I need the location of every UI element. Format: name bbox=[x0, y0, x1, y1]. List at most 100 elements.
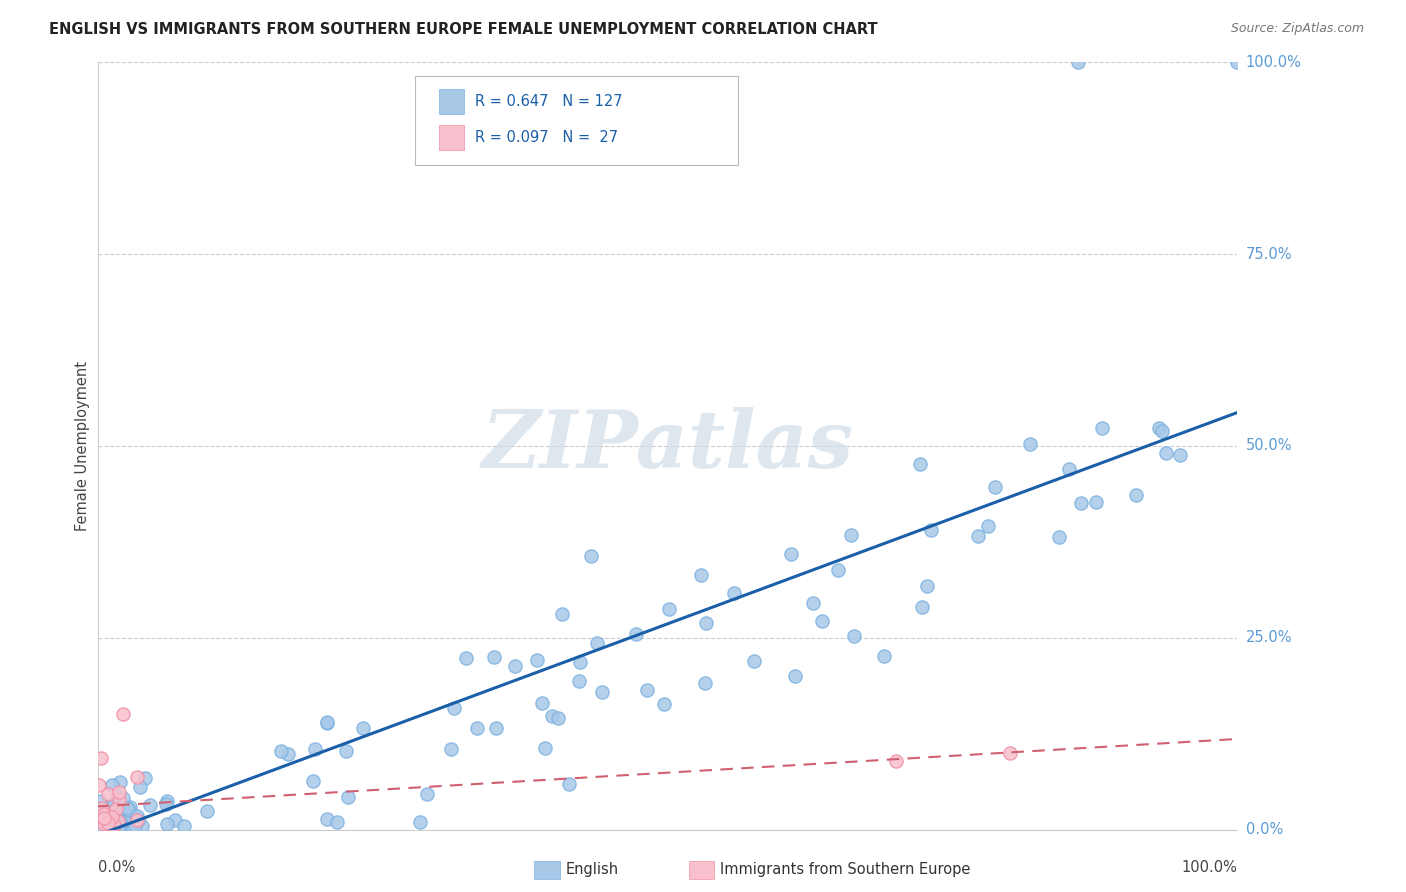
Point bbox=[454, 651, 477, 665]
Point bbox=[723, 586, 745, 600]
Point bbox=[118, 799, 141, 814]
Text: R = 0.647   N = 127: R = 0.647 N = 127 bbox=[475, 95, 623, 109]
Point bbox=[107, 809, 129, 823]
Point bbox=[440, 741, 463, 756]
Point bbox=[118, 803, 141, 817]
Point bbox=[105, 789, 128, 803]
Point bbox=[110, 774, 132, 789]
Point bbox=[352, 721, 374, 735]
Point bbox=[336, 790, 359, 805]
Point bbox=[695, 615, 717, 630]
Point bbox=[90, 819, 112, 833]
Point bbox=[591, 685, 613, 699]
Point bbox=[326, 814, 349, 829]
Point bbox=[195, 805, 218, 819]
Point bbox=[526, 653, 548, 667]
Point bbox=[998, 746, 1021, 760]
Point bbox=[125, 808, 148, 822]
Point bbox=[104, 813, 127, 827]
Point bbox=[97, 813, 120, 827]
Point bbox=[568, 655, 591, 669]
Point bbox=[783, 668, 806, 682]
Point bbox=[1085, 494, 1108, 508]
Point bbox=[541, 709, 564, 723]
Point bbox=[110, 816, 132, 830]
Point bbox=[534, 740, 557, 755]
Point bbox=[105, 802, 128, 816]
Point bbox=[120, 818, 142, 832]
Point bbox=[551, 607, 574, 622]
Point bbox=[827, 563, 849, 577]
Point bbox=[315, 715, 337, 730]
Point bbox=[156, 817, 179, 831]
Point bbox=[93, 811, 115, 825]
Point bbox=[579, 549, 602, 564]
Point bbox=[977, 519, 1000, 533]
Point bbox=[108, 793, 131, 807]
Text: R = 0.097   N =  27: R = 0.097 N = 27 bbox=[475, 130, 619, 145]
Text: 0.0%: 0.0% bbox=[1246, 822, 1282, 837]
Point bbox=[97, 817, 120, 831]
Point bbox=[87, 814, 110, 828]
Text: 25.0%: 25.0% bbox=[1246, 631, 1292, 645]
Point bbox=[107, 805, 129, 819]
Point bbox=[107, 813, 129, 827]
Point bbox=[103, 814, 125, 829]
Point bbox=[1057, 462, 1080, 476]
Point bbox=[89, 778, 111, 792]
Point bbox=[983, 480, 1005, 494]
Point bbox=[125, 813, 148, 827]
Point bbox=[780, 547, 803, 561]
Point bbox=[316, 715, 339, 730]
Point bbox=[103, 818, 125, 832]
Point bbox=[416, 788, 439, 802]
Point bbox=[93, 806, 115, 821]
Point bbox=[101, 778, 124, 792]
Y-axis label: Female Unemployment: Female Unemployment bbox=[75, 361, 90, 531]
Point bbox=[873, 648, 896, 663]
Text: 0.0%: 0.0% bbox=[98, 860, 135, 875]
Point bbox=[811, 615, 834, 629]
Point bbox=[107, 814, 129, 828]
Point bbox=[693, 676, 716, 690]
Point bbox=[101, 807, 124, 822]
Point bbox=[100, 799, 122, 814]
Point bbox=[108, 814, 131, 829]
Point bbox=[558, 776, 581, 790]
Point bbox=[156, 794, 179, 808]
Point bbox=[742, 654, 765, 668]
Point bbox=[89, 802, 111, 816]
Text: Immigrants from Southern Europe: Immigrants from Southern Europe bbox=[720, 863, 970, 877]
Point bbox=[920, 523, 942, 537]
Text: English: English bbox=[565, 863, 619, 877]
Point bbox=[1019, 436, 1042, 450]
Point bbox=[1125, 488, 1147, 502]
Point bbox=[94, 811, 117, 825]
Point bbox=[658, 602, 681, 616]
Point bbox=[100, 818, 122, 832]
Point bbox=[94, 816, 117, 830]
Text: 75.0%: 75.0% bbox=[1246, 247, 1292, 261]
Point bbox=[124, 811, 146, 825]
Point bbox=[967, 529, 990, 543]
Point bbox=[93, 816, 115, 830]
Point bbox=[801, 596, 824, 610]
Point bbox=[100, 805, 122, 820]
Point bbox=[91, 819, 114, 833]
Point bbox=[1226, 55, 1249, 70]
Point bbox=[108, 819, 131, 833]
Point bbox=[485, 721, 508, 735]
Point bbox=[173, 819, 195, 833]
Point bbox=[270, 744, 292, 758]
Point bbox=[100, 798, 122, 813]
Point bbox=[1091, 421, 1114, 435]
Point bbox=[90, 751, 112, 765]
Point bbox=[134, 771, 156, 785]
Point bbox=[567, 674, 589, 689]
Point bbox=[89, 794, 111, 808]
Point bbox=[98, 819, 121, 833]
Point bbox=[304, 741, 326, 756]
Point bbox=[652, 697, 675, 711]
Text: Source: ZipAtlas.com: Source: ZipAtlas.com bbox=[1230, 22, 1364, 36]
Point bbox=[127, 814, 149, 828]
